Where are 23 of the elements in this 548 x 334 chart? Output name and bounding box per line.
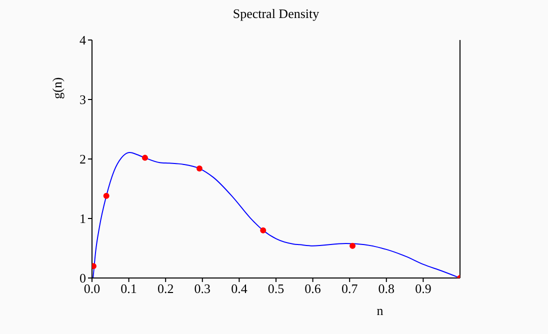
y-tick-label: 1 [80,211,86,226]
y-axis-title: g(n) [50,77,65,99]
x-tick-label: 0.4 [231,281,248,296]
point [260,227,266,234]
x-tick-label: 0.1 [120,281,137,296]
x-tick-label: 0.8 [378,281,395,296]
y-tick-label: 4 [80,32,86,48]
point [103,192,110,199]
point [196,166,202,172]
x-tick-label: 0.6 [304,281,322,296]
y-tick-label: 3 [80,92,86,108]
x-axis-title: n [376,303,384,318]
chart-title: Spectral Density [232,6,320,22]
point [142,154,148,161]
y-tick-label: 0 [80,270,86,286]
x-tick-label: 0.7 [341,281,358,296]
x-tick-label: 0.5 [268,281,284,296]
point [350,242,356,249]
x-tick-label: 0.2 [157,281,174,296]
x-tick-label: 0.0 [84,281,100,296]
x-tick-label: 0.9 [415,281,432,296]
x-tick-label: 0.3 [194,281,211,296]
y-tick-label: 2 [80,152,86,167]
